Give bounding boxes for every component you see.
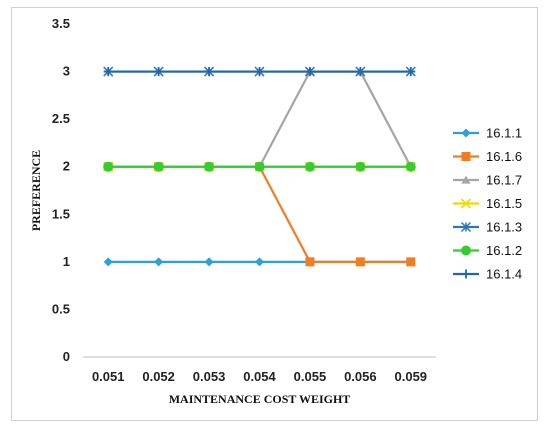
y-tick-label: 0.5 (52, 301, 70, 316)
y-axis-title: PREFERENCE (29, 150, 43, 231)
series-16-1-2 (103, 161, 416, 172)
legend-item: 16.1.1 (453, 126, 522, 141)
series-line (108, 165, 411, 263)
data-point (204, 257, 214, 267)
data-point (154, 67, 164, 77)
legend-label: 16.1.3 (486, 220, 522, 235)
y-tick-label: 0 (63, 349, 70, 364)
y-tick-label: 1.5 (52, 206, 70, 221)
data-point (204, 67, 214, 77)
legend-marker (461, 152, 471, 161)
data-point (103, 161, 114, 172)
legend-label: 16.1.1 (486, 126, 522, 141)
x-tick-label: 0.059 (395, 369, 428, 384)
legend-item: 16.1.4 (453, 267, 522, 282)
y-tick-label: 2.5 (52, 111, 70, 126)
data-point (154, 257, 164, 267)
data-point (103, 257, 113, 267)
data-point (355, 161, 366, 172)
legend-item: 16.1.7 (453, 173, 522, 188)
series-16-1-4 (103, 67, 416, 77)
series-16-1-7 (103, 67, 416, 171)
data-point (355, 257, 365, 267)
legend-marker (461, 269, 471, 279)
data-point (405, 161, 416, 172)
x-tick-label: 0.052 (142, 369, 175, 384)
legend-marker (461, 245, 471, 256)
data-point (255, 257, 264, 267)
data-point (254, 161, 265, 172)
data-point (305, 67, 315, 77)
y-tick-label: 2 (63, 159, 70, 174)
legend-marker (460, 221, 472, 233)
legend-marker (461, 128, 471, 138)
y-tick-label: 3.5 (52, 16, 70, 31)
y-tick-label: 3 (63, 64, 70, 79)
legend-label: 16.1.4 (486, 267, 522, 282)
x-axis-ticks: 0.051 0.052 0.053 0.054 0.055 0.056 0.059 (92, 369, 427, 384)
legend-item: 16.1.5 (453, 196, 522, 211)
x-tick-label: 0.053 (193, 369, 226, 384)
data-point (406, 257, 416, 267)
legend-item: 16.1.6 (453, 149, 522, 164)
x-axis-title: MAINTENANCE COST WEIGHT (169, 392, 351, 406)
series-16-1-6 (103, 162, 416, 267)
data-point (406, 67, 416, 77)
legend-label: 16.1.7 (486, 173, 522, 188)
legend-marker (460, 198, 472, 209)
x-tick-label: 0.055 (294, 369, 327, 384)
chart-frame (11, 7, 538, 421)
x-tick-label: 0.051 (92, 369, 125, 384)
data-point (255, 67, 264, 77)
x-tick-label: 0.054 (243, 369, 276, 384)
legend: 16.1.1 16.1.6 16.1.7 16.1.5 16.1.3 16.1.2 16.1… (453, 126, 522, 282)
data-point (304, 161, 315, 172)
data-point (153, 161, 164, 172)
data-point (103, 67, 113, 77)
data-point (355, 67, 365, 77)
y-axis-ticks: 0 0.5 1 1.5 2 2.5 3 3.5 (52, 16, 70, 364)
series-layer (103, 66, 416, 267)
legend-label: 16.1.5 (486, 196, 522, 211)
legend-label: 16.1.6 (486, 149, 522, 164)
data-point (305, 257, 315, 267)
series-line (108, 70, 412, 168)
legend-item: 16.1.3 (453, 220, 522, 235)
data-point (204, 161, 215, 172)
x-tick-label: 0.056 (344, 369, 377, 384)
y-tick-label: 1 (63, 254, 70, 269)
legend-item: 16.1.2 (453, 243, 522, 258)
legend-label: 16.1.2 (486, 243, 522, 258)
legend-marker (461, 175, 471, 184)
